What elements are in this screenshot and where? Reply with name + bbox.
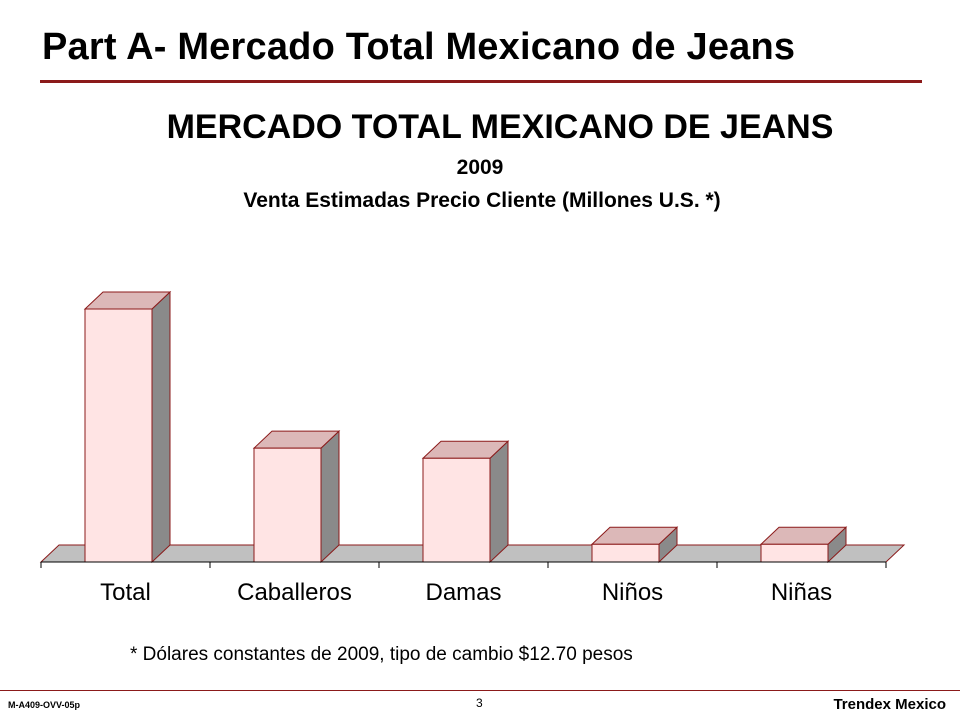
bar-side xyxy=(489,440,509,564)
x-tick-label: Niñas xyxy=(771,579,832,606)
bar-side xyxy=(320,429,340,564)
chart-subtitle-units: Venta Estimadas Precio Cliente (Millones… xyxy=(243,189,721,212)
slide-title: Part A- Mercado Total Mexicano de Jeans xyxy=(42,26,796,68)
x-tick-label: Total xyxy=(100,579,151,606)
bar-front xyxy=(253,447,322,563)
footnote: * Dólares constantes de 2009, tipo de ca… xyxy=(130,644,633,665)
bar-chart: Total Caballeros Damas Niños Niñas xyxy=(39,290,906,606)
bar-front xyxy=(84,308,153,563)
x-tick-label: Damas xyxy=(425,579,501,606)
page-number: 3 xyxy=(476,696,483,710)
bar-side xyxy=(151,290,171,564)
bar-damas xyxy=(421,440,510,564)
bar-front xyxy=(591,543,660,563)
bar-caballeros xyxy=(252,429,341,564)
title-rule xyxy=(40,80,922,83)
bar-front xyxy=(760,543,829,563)
footer-rule xyxy=(0,690,960,691)
bar-front xyxy=(422,457,491,563)
x-tick-label: Niños xyxy=(602,579,663,606)
bar-ni-os xyxy=(590,526,679,564)
chart-subtitle-year: 2009 xyxy=(456,156,504,179)
bar-total xyxy=(83,290,172,564)
chart-title: MERCADO TOTAL MEXICANO DE JEANS xyxy=(166,108,834,146)
brand-name: Trendex Mexico xyxy=(833,696,946,713)
x-tick-label: Caballeros xyxy=(237,579,352,606)
document-code: M-A409-OVV-05p xyxy=(8,700,81,710)
bar-ni-as xyxy=(759,526,848,564)
